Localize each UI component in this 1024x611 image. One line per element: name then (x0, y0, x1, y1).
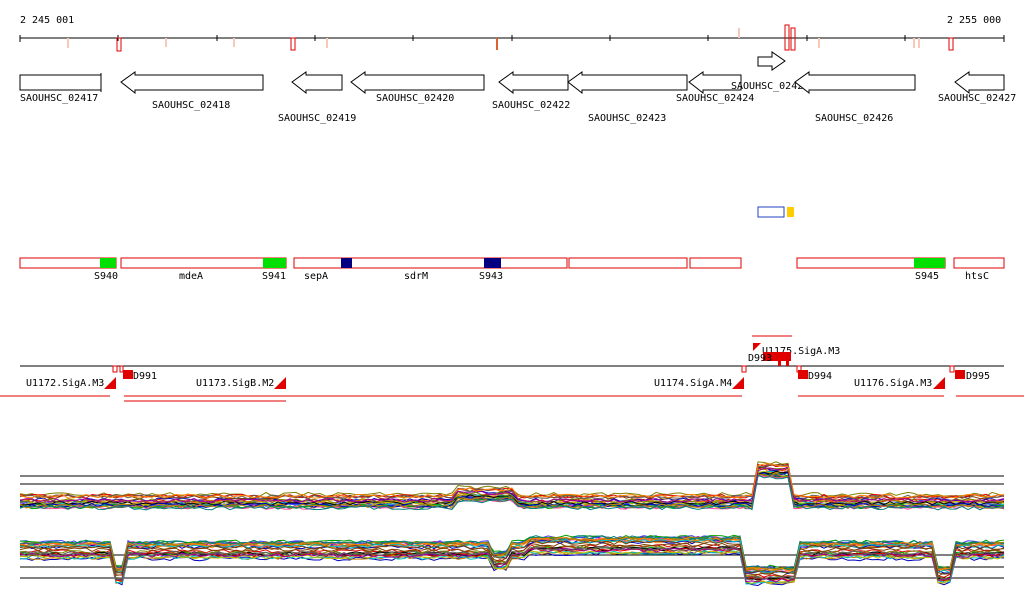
segment-S943-fill (484, 258, 501, 268)
gene-label: SAOUHSC_02423 (588, 113, 666, 124)
ruler-ticks (19, 35, 1005, 42)
gene-SAOUHSC_02423[interactable]: SAOUHSC_02423 (567, 71, 688, 124)
gene-label: SAOUHSC_02420 (376, 93, 454, 104)
gene-label: SAOUHSC_02422 (492, 100, 570, 111)
gene-SAOUHSC_02420[interactable]: SAOUHSC_02420 (350, 71, 485, 104)
promoter-U1172[interactable]: U1172.SigA.M3 (26, 377, 116, 389)
gene-SAOUHSC_02425[interactable]: SAOUHSC_02425 (731, 51, 809, 92)
gene-SAOUHSC_02427[interactable]: SAOUHSC_02427 (938, 71, 1016, 104)
terminator-D994[interactable]: D994 (796, 365, 832, 382)
terminator-D995[interactable]: D995 (949, 365, 990, 382)
segment-label-mdeA: mdeA (179, 271, 203, 282)
feature-box-blue[interactable] (757, 206, 785, 218)
terminator-label: D993 (748, 353, 772, 364)
gene-SAOUHSC_02422[interactable]: SAOUHSC_02422 (492, 71, 570, 111)
expression-line (19, 540, 1005, 575)
expression-line (19, 472, 1005, 509)
gene-SAOUHSC_02424[interactable]: SAOUHSC_02424 (676, 71, 754, 104)
segment-S940-fill (100, 258, 116, 268)
gene-label: SAOUHSC_02418 (152, 100, 230, 111)
promoter-U1173[interactable]: U1173.SigB.M2 (196, 377, 286, 389)
feature-box-orange[interactable] (787, 207, 794, 217)
gene-track: SAOUHSC_02417 SAOUHSC_02418 SAOUHSC_0241… (19, 51, 1016, 124)
promoter-label: U1172.SigA.M3 (26, 378, 104, 389)
gene-SAOUHSC_02419[interactable]: SAOUHSC_02419 (278, 71, 356, 124)
gene-label: SAOUHSC_02424 (676, 93, 754, 104)
gene-SAOUHSC_02418[interactable]: SAOUHSC_02418 (120, 71, 264, 111)
terminator-label: D994 (808, 371, 832, 382)
promoter-U1176[interactable]: U1176.SigA.M3 (854, 377, 945, 389)
segment-7[interactable] (953, 257, 1005, 269)
gene-label: SAOUHSC_02426 (815, 113, 893, 124)
track-gap (944, 393, 956, 399)
segment-3[interactable] (293, 257, 568, 269)
segment-label-S940: S940 (94, 271, 118, 282)
gene-label: SAOUHSC_02425 (731, 81, 809, 92)
promoter-label: U1174.SigA.M4 (654, 378, 732, 389)
segment-label-sepA: sepA (304, 271, 328, 282)
expression-line (19, 474, 1005, 511)
gene-label: SAOUHSC_02419 (278, 113, 356, 124)
terminator-label: D991 (133, 371, 157, 382)
segment-5[interactable] (689, 257, 742, 269)
segment-label-S941: S941 (262, 271, 286, 282)
promoter-label: U1173.SigB.M2 (196, 378, 274, 389)
terminator-D993[interactable]: D993 (741, 352, 791, 373)
terminator-D991[interactable]: D991 (112, 365, 157, 382)
coordinate-ruler: 2 245 001 2 255 000 (19, 15, 1005, 52)
segment-track: S940 mdeA S941 sepA sdrM S943 S945 htsC (19, 257, 1005, 282)
terminator-label: D995 (966, 371, 990, 382)
gene-SAOUHSC_02417[interactable]: SAOUHSC_02417 (19, 73, 102, 104)
expression-line (19, 463, 1005, 499)
promoter-label: U1175.SigA.M3 (762, 346, 840, 357)
expression-line (19, 545, 1005, 581)
gene-SAOUHSC_02426[interactable]: SAOUHSC_02426 (794, 71, 916, 124)
segment-4[interactable] (568, 257, 688, 269)
segment-label-sdrM: sdrM (404, 271, 428, 282)
track-gap (742, 393, 798, 399)
promoter-U1174[interactable]: U1174.SigA.M4 (654, 377, 744, 389)
expression-line (19, 546, 1005, 582)
segment-2[interactable] (120, 257, 287, 269)
segment-S945-fill (914, 258, 945, 268)
promoter-U1175[interactable]: U1175.SigA.M3 (753, 343, 840, 357)
segment-label-htsC: htsC (965, 271, 989, 282)
segment-sepA-fill (341, 258, 352, 268)
promoter-label: U1176.SigA.M3 (854, 378, 932, 389)
segment-S941-fill (263, 258, 286, 268)
start-coordinate: 2 245 001 (20, 15, 74, 26)
expression-line (19, 538, 1005, 574)
segment-label-S945: S945 (915, 271, 939, 282)
end-coordinate: 2 255 000 (947, 15, 1001, 26)
expression-line (19, 463, 1005, 500)
regulatory-track: U1172.SigA.M3 U1173.SigB.M2 U1174.SigA.M… (0, 335, 1024, 402)
gene-label: SAOUHSC_02417 (20, 93, 98, 104)
ruler-features (67, 24, 954, 52)
expression-track-bottom (19, 534, 1005, 587)
track-gap (110, 393, 124, 399)
expression-track-top (19, 461, 1005, 511)
small-feature-track (757, 206, 794, 218)
gene-label: SAOUHSC_02427 (938, 93, 1016, 104)
segment-label-S943: S943 (479, 271, 503, 282)
